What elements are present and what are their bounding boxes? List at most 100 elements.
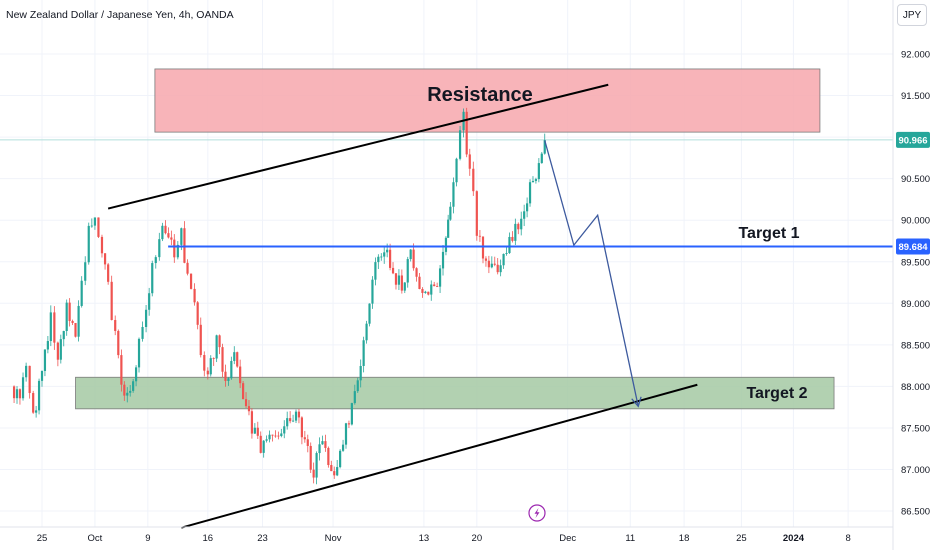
candle-body — [154, 257, 157, 264]
candle-body — [481, 236, 485, 259]
candle-body — [380, 256, 383, 258]
candle-body — [436, 286, 439, 287]
candle-body — [458, 130, 462, 159]
x-tick-label: 16 — [203, 533, 214, 544]
replay-button[interactable] — [528, 504, 546, 522]
candle-body — [206, 370, 209, 375]
last-price-tag-text: 90.966 — [898, 135, 927, 146]
candle-body — [148, 293, 151, 310]
candle-body — [365, 323, 368, 341]
lightning-icon — [534, 508, 540, 518]
candle-body — [438, 268, 442, 287]
candle-body — [540, 153, 543, 164]
candle-body — [215, 335, 218, 359]
candle-body — [449, 206, 452, 220]
target2-zone — [75, 376, 835, 410]
y-tick-label: 87.000 — [901, 465, 930, 476]
candle-body — [330, 465, 333, 472]
candle-body — [110, 281, 113, 321]
candle-body — [180, 228, 183, 245]
candle-body — [397, 275, 401, 285]
candle-body — [186, 262, 189, 274]
candle-body — [280, 433, 283, 437]
candle-body — [37, 380, 41, 411]
candle-body — [77, 305, 80, 337]
candle-body — [62, 331, 65, 340]
price-tags: 90.966 89.684 — [896, 131, 930, 255]
candle-body — [100, 236, 104, 254]
candle-body — [356, 380, 359, 392]
candle-body — [502, 253, 505, 266]
y-tick-label: 89.500 — [901, 257, 930, 268]
x-tick-label: 25 — [736, 533, 747, 544]
candle-body — [505, 253, 508, 254]
candle-body — [239, 366, 242, 384]
candle-body — [444, 237, 448, 252]
candle-body — [233, 352, 236, 361]
candle-body — [71, 320, 74, 323]
x-tick-label: 8 — [845, 533, 850, 544]
candle-body — [167, 233, 170, 238]
x-tick-label: 13 — [419, 533, 430, 544]
candle-body — [161, 225, 164, 240]
candle-body — [318, 444, 321, 454]
candle-body — [452, 182, 455, 207]
candle-body — [324, 441, 327, 448]
candle-body — [430, 284, 433, 295]
candle-body — [49, 312, 52, 342]
candle-body — [427, 291, 430, 295]
candle-body — [114, 320, 117, 331]
candle-body — [508, 236, 511, 254]
candle-body — [537, 163, 540, 180]
candle-body — [478, 235, 482, 237]
y-tick-label: 91.500 — [901, 91, 930, 102]
candle-body — [221, 347, 224, 372]
upper-channel-trendline — [107, 83, 609, 210]
lower-channel-trendline — [181, 383, 698, 529]
candle-body — [151, 263, 154, 294]
candle-body — [303, 437, 306, 440]
candle-body — [173, 239, 176, 258]
candle-body — [268, 434, 271, 440]
candle-body — [493, 263, 496, 265]
target1-label: Target 1 — [738, 225, 799, 242]
candle-body — [65, 302, 68, 332]
candle-body — [517, 223, 520, 230]
y-tick-label: 88.000 — [901, 382, 930, 393]
candle-body — [196, 302, 199, 325]
candle-body — [468, 154, 471, 169]
currency-button[interactable]: JPY — [897, 4, 927, 26]
candle-body — [193, 288, 196, 303]
candle-body — [383, 252, 386, 257]
target1-tag-text: 89.684 — [898, 242, 928, 253]
y-tick-label: 90.000 — [901, 216, 930, 227]
x-tick-label: 20 — [472, 533, 483, 544]
candle-body — [403, 282, 406, 291]
time-axis[interactable]: 25 Oct 9 16 23 Nov 13 20 Dec 11 18 25 2024 8 — [37, 533, 851, 544]
candles — [12, 107, 546, 485]
candle-body — [68, 302, 71, 321]
y-tick-label: 92.000 — [901, 50, 930, 61]
x-tick-label: 23 — [257, 533, 268, 544]
annotation-labels: Resistance Target 1 Target 2 — [427, 84, 807, 402]
resistance-zone — [154, 68, 821, 133]
candle-body — [531, 180, 535, 183]
candle-body — [21, 377, 25, 399]
candle-body — [129, 390, 132, 393]
candle-body — [189, 273, 193, 289]
candle-body — [241, 383, 245, 400]
candle-body — [327, 447, 330, 466]
candle-body — [25, 365, 28, 378]
candle-body — [224, 371, 227, 381]
y-tick-label: 87.500 — [901, 423, 930, 434]
candle-body — [433, 284, 436, 287]
candle-body — [203, 355, 206, 371]
x-tick-label: Oct — [88, 533, 103, 544]
candle-body — [158, 239, 161, 258]
candle-body — [103, 253, 107, 265]
candle-body — [141, 327, 144, 339]
candle-body — [212, 358, 215, 359]
y-tick-label: 89.000 — [901, 299, 930, 310]
candle-body — [359, 365, 362, 381]
